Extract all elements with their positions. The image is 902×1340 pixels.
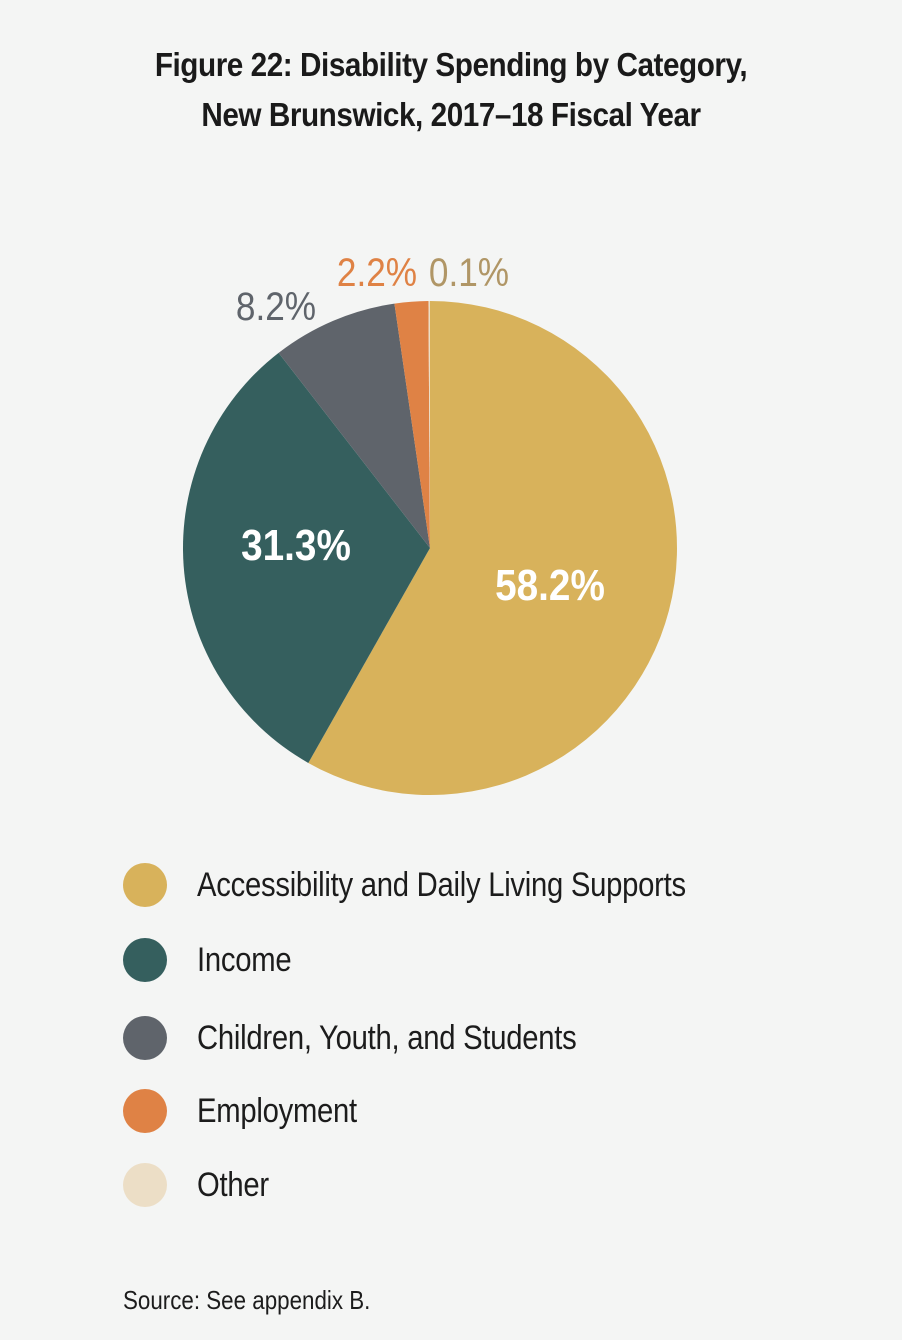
legend-swatch-accessibility (123, 863, 167, 907)
pie-slice-accessibility (308, 301, 677, 796)
chart-title: Figure 22: Disability Spending by Catego… (45, 40, 857, 140)
pie-label-children-youth-students: 8.2% (236, 284, 316, 329)
legend-item-other: Other (123, 1162, 281, 1208)
legend-label-other: Other (197, 1165, 269, 1204)
legend-swatch-children-youth-students (123, 1016, 167, 1060)
legend-label-children-youth-students: Children, Youth, and Students (197, 1018, 577, 1057)
pie-label-employment: 2.2% (337, 250, 417, 295)
pie-slice-income (182, 352, 430, 763)
legend-item-children-youth-students: Children, Youth, and Students (123, 1015, 638, 1061)
legend-item-employment: Employment (123, 1088, 383, 1134)
pie-label-income: 31.3% (241, 520, 351, 570)
pie-label-other: 0.1% (429, 250, 509, 295)
chart-title-line-1: Figure 22: Disability Spending by Catego… (154, 46, 748, 83)
legend-item-income: Income (123, 937, 307, 983)
pie-slice-children-youth-students (278, 303, 430, 548)
legend-label-accessibility: Accessibility and Daily Living Supports (197, 865, 686, 904)
legend-item-accessibility: Accessibility and Daily Living Supports (123, 862, 765, 908)
pie-slice-other (428, 300, 430, 548)
legend-swatch-other (123, 1163, 167, 1207)
source-note: Source: See appendix B. (123, 1285, 371, 1315)
pie-label-accessibility: 58.2% (495, 560, 605, 610)
legend-label-employment: Employment (197, 1091, 357, 1130)
legend-swatch-employment (123, 1089, 167, 1133)
pie-slice-employment (394, 301, 430, 548)
legend-label-income: Income (197, 940, 292, 979)
chart-title-line-2: New Brunswick, 2017–18 Fiscal Year (201, 96, 701, 133)
legend-swatch-income (123, 938, 167, 982)
